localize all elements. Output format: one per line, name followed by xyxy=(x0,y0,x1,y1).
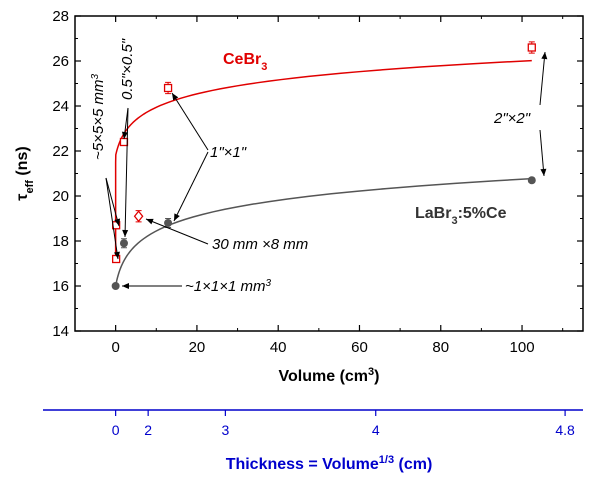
x-tick-label: 0 xyxy=(111,339,119,356)
annotation-arrowhead xyxy=(122,229,129,237)
data-point xyxy=(527,43,536,52)
annotation-arrowhead xyxy=(172,93,179,101)
annotation-line xyxy=(171,92,209,151)
fit-curve xyxy=(114,59,532,259)
x-tick-label: 80 xyxy=(432,339,449,356)
data-point xyxy=(164,219,173,227)
y-tick-label: 22 xyxy=(52,143,69,160)
annotation-arrowhead xyxy=(540,168,547,176)
annotation-arrowhead xyxy=(146,218,154,225)
annotation-line xyxy=(124,107,129,238)
annotation-line xyxy=(173,151,209,222)
annotation-arrowhead xyxy=(121,131,128,139)
annotation-one-inch: 1"×1" xyxy=(210,144,247,161)
y-tick-label: 14 xyxy=(52,323,69,340)
data-point xyxy=(111,282,120,290)
x-tick-label: 60 xyxy=(351,339,368,356)
thickness-tick-label: 2 xyxy=(144,422,152,438)
annotation-30mm: 30 mm ×8 mm xyxy=(212,236,308,253)
x-tick-label: 100 xyxy=(510,339,535,356)
thickness-axis-title: Thickness = Volume1/3 (cm) xyxy=(226,454,433,473)
y-tick-label: 24 xyxy=(52,98,69,115)
annotation-half-inch: 0.5"×0.5" xyxy=(119,38,136,100)
x-tick-label: 20 xyxy=(189,339,206,356)
annotation-line xyxy=(145,218,209,245)
thickness-tick-label: 4.8 xyxy=(555,422,575,438)
y-tick-label: 16 xyxy=(52,278,69,295)
annotation-line xyxy=(105,177,120,227)
data-point xyxy=(133,210,144,223)
y-tick-label: 18 xyxy=(52,233,69,250)
annotation-two-inch: 2"×2" xyxy=(493,110,531,127)
annotation-1mm-cube: ~1×1×1 mm3 xyxy=(185,278,271,296)
y-tick-label: 28 xyxy=(52,8,69,25)
data-point xyxy=(119,239,128,248)
annotation-arrowhead xyxy=(122,283,129,289)
x-tick-label: 40 xyxy=(270,339,287,356)
annotation-5mm-cube: ~5×5×5 mm3 xyxy=(90,74,108,160)
series-label-cebr3: CeBr3 xyxy=(223,51,267,73)
x-axis-title: Volume (cm3) xyxy=(279,366,380,385)
annotation-line xyxy=(105,177,119,260)
data-point xyxy=(163,83,173,93)
y-tick-label: 26 xyxy=(52,53,69,70)
annotation-arrowhead xyxy=(114,218,121,226)
annotation-arrowhead xyxy=(541,52,548,60)
series-label-labr3: LaBr3:5%Ce xyxy=(415,205,507,227)
thickness-tick-label: 0 xyxy=(112,422,120,438)
annotation-line xyxy=(539,129,545,177)
y-tick-label: 20 xyxy=(52,188,69,205)
annotation-arrowhead xyxy=(114,251,120,259)
data-point xyxy=(119,137,129,147)
y-axis-title: τeff (ns) xyxy=(14,146,36,200)
annotation-arrowhead xyxy=(174,213,180,221)
data-point xyxy=(527,176,536,185)
thickness-tick-label: 4 xyxy=(372,422,380,438)
plot-frame xyxy=(74,15,584,332)
thickness-tick-label: 3 xyxy=(221,422,229,438)
annotation-line xyxy=(539,51,546,106)
